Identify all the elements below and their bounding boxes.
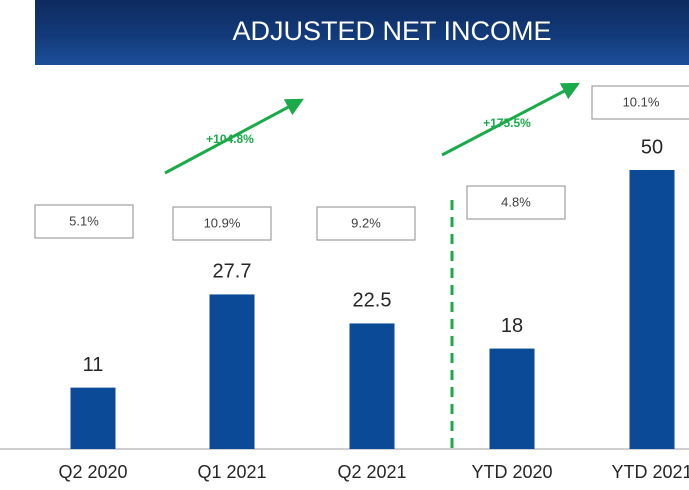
bar <box>489 348 535 449</box>
x-tick-label: YTD 2021 <box>611 462 689 482</box>
value-label: 22.5 <box>353 290 392 312</box>
growth-arrow <box>441 82 580 157</box>
value-label: 18 <box>501 315 523 337</box>
value-label: 27.7 <box>213 261 252 283</box>
growth-arrow <box>164 98 304 175</box>
margin-label: 10.1% <box>623 94 660 109</box>
margin-box <box>34 204 134 239</box>
margin-label: 10.9% <box>204 215 241 230</box>
margin-label: 5.1% <box>69 213 99 228</box>
bar <box>209 294 255 449</box>
x-tick-label: Q2 2020 <box>58 462 127 482</box>
bar <box>629 170 675 449</box>
bar <box>70 387 116 449</box>
title-banner <box>35 0 689 65</box>
margin-box <box>172 206 272 241</box>
chart-title: ADJUSTED NET INCOME <box>232 16 551 46</box>
x-tick-label: Q2 2021 <box>337 462 406 482</box>
margin-label: 9.2% <box>351 215 381 230</box>
margin-box <box>466 185 566 220</box>
value-label: 11 <box>83 354 104 376</box>
bar <box>349 323 395 449</box>
margin-label: 4.8% <box>501 194 531 209</box>
margin-box <box>316 206 416 241</box>
x-tick-label: Q1 2021 <box>197 462 266 482</box>
growth-label: +104.8% <box>206 132 254 146</box>
value-label: 50 <box>641 136 663 158</box>
growth-label: +175.5% <box>483 116 531 130</box>
x-tick-label: YTD 2020 <box>471 462 552 482</box>
margin-box <box>591 85 689 120</box>
